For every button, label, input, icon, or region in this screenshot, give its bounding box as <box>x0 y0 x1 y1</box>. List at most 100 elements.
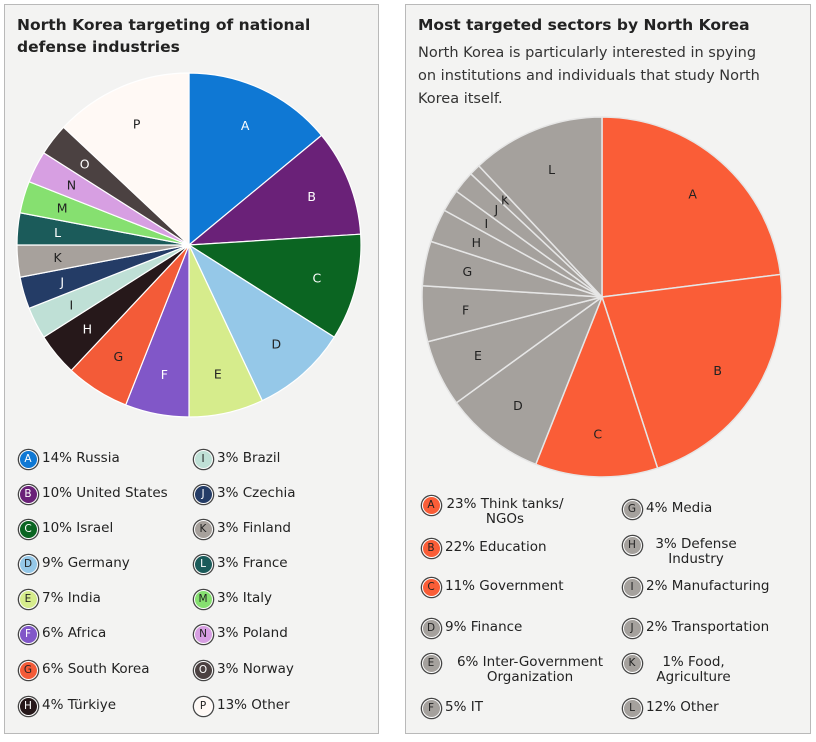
legend-badge-letter: M <box>193 589 213 609</box>
legend-item-f: F 6% Africa <box>17 624 192 645</box>
legend-badge-b: B <box>420 537 442 559</box>
legend-badge-letter: H <box>622 535 642 555</box>
pie-slice-label-e: E <box>474 348 482 363</box>
legend-label: 12% Other <box>646 699 719 715</box>
legend-badge-h: H <box>621 534 643 556</box>
legend-badge-e: E <box>420 652 442 674</box>
pie-slice-label-e: E <box>214 366 222 381</box>
legend-label: 11% Government <box>445 578 564 594</box>
legend-badge-j: J <box>192 483 214 505</box>
legend-badge-l: L <box>621 697 643 719</box>
legend-badge-letter: P <box>193 696 213 716</box>
pie-slice-label-f: F <box>161 367 168 382</box>
legend-item-p: P 13% Other <box>192 696 367 717</box>
legend-badge-a: A <box>420 494 442 516</box>
legend-label: 2% Transportation <box>646 619 770 635</box>
defense-chart-title: North Korea targeting of national defens… <box>17 16 311 56</box>
legend-item-l: L 12% Other <box>621 697 806 719</box>
pie-slice-label-k: K <box>501 193 510 208</box>
legend-item-h: H 3% Defense Industry <box>621 534 806 567</box>
legend-label: 2% Manufacturing <box>646 578 770 594</box>
pie-slice-label-f: F <box>462 302 469 317</box>
pie-slice-label-o: O <box>80 157 90 172</box>
legend-badge-letter: D <box>421 618 441 638</box>
legend-item-a: A 14% Russia <box>17 449 192 470</box>
legend-label: 9% Germany <box>42 555 130 571</box>
legend-label: 7% India <box>42 590 101 606</box>
legend-badge-o: O <box>192 659 214 681</box>
legend-label: 4% Media <box>646 500 713 516</box>
pie-slice-label-g: G <box>463 264 473 279</box>
legend-label: 3% Norway <box>217 661 294 677</box>
legend-item-i: I 2% Manufacturing <box>621 576 806 598</box>
legend-item-b: B 22% Education <box>420 537 615 559</box>
pie-slice-label-i: I <box>484 216 488 231</box>
legend-item-f: F 5% IT <box>420 698 615 719</box>
legend-item-l: L 3% France <box>192 553 367 575</box>
legend-badge-letter: K <box>193 519 213 539</box>
pie-slice-label-p: P <box>133 116 141 131</box>
legend-badge-letter: J <box>622 618 642 638</box>
legend-badge-c: C <box>17 518 39 540</box>
pie-slice-label-d: D <box>513 398 523 413</box>
legend-item-d: D 9% Germany <box>17 553 192 575</box>
legend-badge-letter: L <box>193 554 213 574</box>
legend-badge-letter: A <box>18 449 38 469</box>
legend-badge-letter: I <box>193 449 213 469</box>
sectors-chart-subtitle: North Korea is particularly interested i… <box>418 45 760 107</box>
legend-badge-i: I <box>621 576 643 598</box>
legend-item-g: G 6% South Korea <box>17 660 192 681</box>
legend-badge-c: C <box>420 576 442 598</box>
legend-badge-j: J <box>621 617 643 639</box>
pie-slice-d <box>455 296 603 466</box>
pie-slice-label-c: C <box>593 426 602 441</box>
pie-slice-label-a: A <box>688 187 697 202</box>
legend-badge-letter: D <box>18 554 38 574</box>
legend-badge-letter: C <box>18 519 38 539</box>
legend-badge-l: L <box>192 553 214 575</box>
legend-label: 14% Russia <box>42 450 120 466</box>
legend-badge-letter: E <box>421 653 441 673</box>
legend-label: 3% Defense Industry <box>655 536 737 567</box>
sectors-panel: Most targeted sectors by North Korea Nor… <box>405 4 811 734</box>
pie-slice-c <box>534 296 659 478</box>
pie-slice-b <box>601 273 783 469</box>
sectors-chart-title: Most targeted sectors by North Korea <box>418 16 750 34</box>
legend-item-k: K 3% Finland <box>192 519 367 540</box>
legend-badge-k: K <box>621 652 643 674</box>
pie-slice-label-n: N <box>67 178 76 193</box>
pie-slice-label-c: C <box>313 270 322 285</box>
legend-item-n: N 3% Poland <box>192 623 367 645</box>
legend-item-k: K 1% Food, Agriculture <box>621 652 806 685</box>
legend-label: 6% South Korea <box>42 661 150 677</box>
pie-slice-label-h: H <box>472 235 481 250</box>
legend-label: 1% Food, Agriculture <box>656 654 731 685</box>
legend-badge-letter: A <box>421 495 441 515</box>
pie-slice-label-b: B <box>307 189 316 204</box>
legend-item-i: I 3% Brazil <box>192 449 367 470</box>
pie-slice-l <box>478 116 603 298</box>
legend-label: 6% Inter-Government Organization <box>456 654 604 685</box>
legend-item-a: A 23% Think tanks/ NGOs <box>420 494 615 527</box>
legend-badge-letter: J <box>193 484 213 504</box>
legend-badge-h: H <box>17 695 39 717</box>
pie-slice-p <box>63 72 190 246</box>
legend-badge-d: D <box>17 553 39 575</box>
pie-slice-label-a: A <box>241 118 250 133</box>
pie-slice-label-k: K <box>53 250 62 265</box>
legend-item-m: M 3% Italy <box>192 588 367 610</box>
legend-label: 3% Czechia <box>217 485 296 501</box>
legend-badge-b: B <box>17 483 39 505</box>
legend-item-d: D 9% Finance <box>420 618 615 639</box>
legend-badge-letter: C <box>421 577 441 597</box>
legend-badge-letter: E <box>18 589 38 609</box>
pie-slice-label-l: L <box>54 225 61 240</box>
legend-item-o: O 3% Norway <box>192 659 367 681</box>
legend-badge-letter: F <box>18 624 38 644</box>
pie-slice-label-g: G <box>113 349 123 364</box>
legend-badge-n: N <box>192 623 214 645</box>
pie-slice-a <box>601 116 782 298</box>
legend-badge-m: M <box>192 588 214 610</box>
